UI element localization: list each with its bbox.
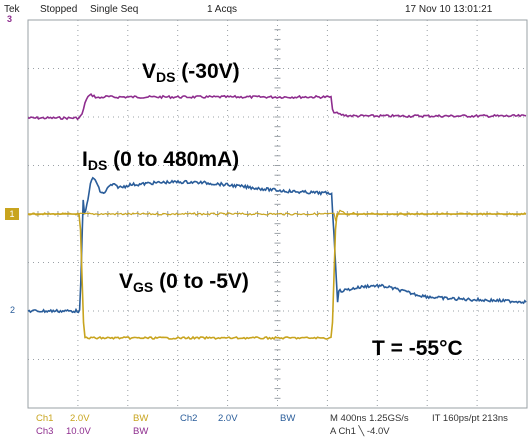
trigger-setting: A Ch1 ╲ -4.0V	[330, 426, 390, 437]
ch2-scale: 2.0V	[218, 413, 238, 424]
ch3-label: Ch3	[36, 426, 54, 437]
capture-datetime: 17 Nov 10 13:01:21	[405, 4, 493, 15]
acquisition-count: 1 Acqs	[207, 4, 238, 15]
ch3-scale: 10.0V	[66, 426, 91, 437]
acquisition-status: Stopped	[40, 4, 78, 15]
ch3-bandwidth-limit: BW	[133, 426, 149, 437]
ids-trace	[27, 176, 527, 314]
ch2-ground-marker: 2	[10, 305, 16, 315]
ch1-bandwidth-limit: BW	[133, 413, 149, 424]
ch2-bandwidth-limit: BW	[280, 413, 296, 424]
brand-label: Tek	[4, 4, 20, 15]
ch1-label: Ch1	[36, 413, 54, 424]
scope-status-bar: Tek Stopped Single Seq 1 Acqs 17 Nov 10 …	[0, 0, 530, 22]
acquisition-mode: Single Seq	[90, 4, 139, 15]
record-resolution: IT 160ps/pt 213ns	[432, 413, 508, 424]
ch2-label: Ch2	[180, 413, 198, 424]
vgs-trace	[28, 213, 526, 341]
ch3-ground-marker: 3	[7, 14, 13, 24]
temperature-annotation: T = -55°C	[372, 337, 463, 360]
ch1-reference-trace	[27, 209, 527, 222]
vds-annotation: VDS (-30V)	[142, 60, 240, 85]
ch1-scale: 2.0V	[70, 413, 90, 424]
ids-annotation: IDS (0 to 480mA)	[82, 148, 240, 173]
vds-trace	[27, 92, 527, 121]
vgs-annotation: VGS (0 to -5V)	[119, 270, 249, 295]
ch1-ground-marker: 1	[5, 208, 19, 220]
timebase-setting: M 400ns 1.25GS/s	[330, 413, 409, 424]
